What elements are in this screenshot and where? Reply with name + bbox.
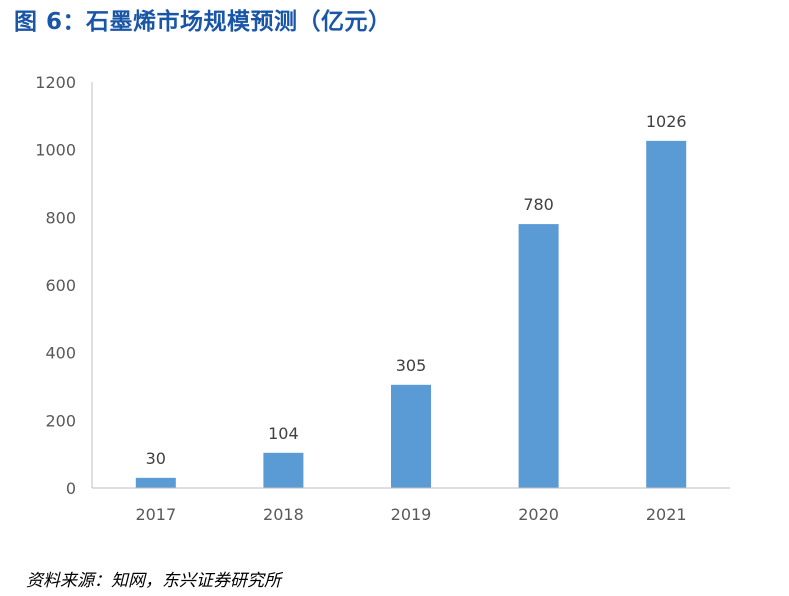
data-label-2020: 780 bbox=[523, 195, 554, 214]
y-axis-ticks: 0 200 400 600 800 1000 1200 bbox=[35, 73, 76, 498]
data-label-2021: 1026 bbox=[646, 112, 687, 131]
bar-2018 bbox=[263, 452, 304, 488]
figure-title: 图 6：石墨烯市场规模预测（亿元） bbox=[14, 9, 392, 35]
y-tick-label: 1200 bbox=[35, 73, 76, 92]
x-tick-label-2019: 2019 bbox=[391, 505, 432, 524]
data-label-2018: 104 bbox=[268, 424, 299, 443]
y-tick-label: 400 bbox=[45, 344, 76, 363]
data-label-2017: 30 bbox=[146, 449, 166, 468]
x-tick-label-2021: 2021 bbox=[646, 505, 687, 524]
x-tick-label-2017: 2017 bbox=[135, 505, 176, 524]
y-tick-label: 1000 bbox=[35, 141, 76, 160]
bar-2017 bbox=[135, 477, 176, 488]
bars bbox=[135, 140, 687, 488]
bar-2019 bbox=[391, 384, 431, 488]
x-axis-ticks: 2017 2018 2019 2020 2021 bbox=[135, 505, 686, 524]
y-tick-label: 0 bbox=[66, 479, 76, 498]
data-labels: 30 104 305 780 1026 bbox=[146, 112, 687, 468]
data-label-2019: 305 bbox=[396, 356, 427, 375]
y-tick-label: 200 bbox=[45, 411, 76, 430]
source-note: 资料来源：知网，东兴证券研究所 bbox=[26, 571, 281, 591]
y-tick-label: 600 bbox=[45, 276, 76, 295]
bar-2020 bbox=[518, 224, 559, 488]
x-tick-label-2018: 2018 bbox=[263, 505, 304, 524]
bar-2021 bbox=[646, 140, 687, 488]
y-tick-label: 800 bbox=[45, 208, 76, 227]
x-tick-label-2020: 2020 bbox=[518, 505, 559, 524]
